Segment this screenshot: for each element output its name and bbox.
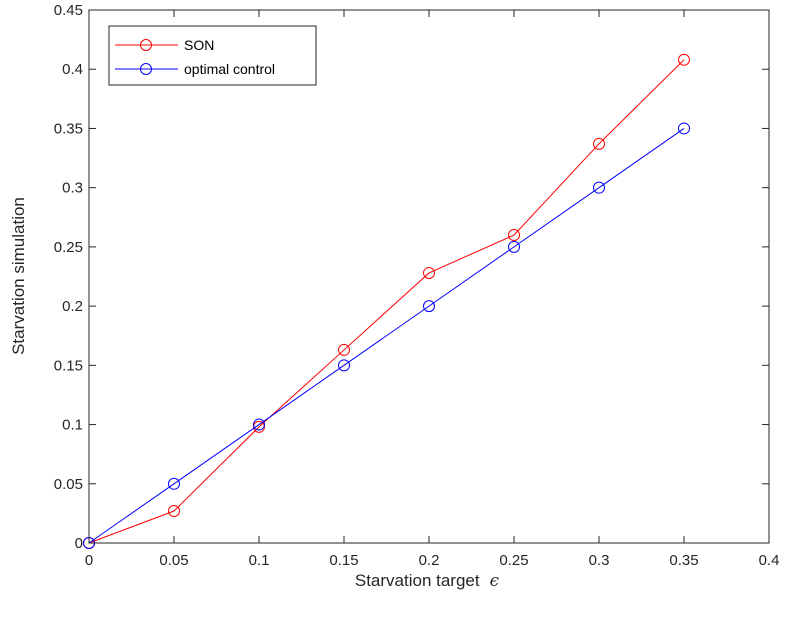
y-axis-title: Starvation simulation xyxy=(9,197,28,355)
x-axis-title-text: Starvation target xyxy=(355,571,480,590)
x-tick-label: 0 xyxy=(85,552,93,569)
data-point-son xyxy=(678,53,690,66)
legend-label-optimal-control: optimal control xyxy=(184,61,275,77)
legend-box xyxy=(108,25,317,86)
y-tick-label: 0.45 xyxy=(54,2,83,19)
x-tick-label: 0.25 xyxy=(499,552,528,569)
y-tick-label: 0.2 xyxy=(62,298,83,315)
legend-marker-son xyxy=(140,39,152,51)
y-tick-label: 0.1 xyxy=(62,417,83,434)
x-tick-label: 0.4 xyxy=(759,552,780,569)
y-tick-label: 0.25 xyxy=(54,239,83,256)
plot-frame xyxy=(88,9,770,544)
x-tick-label: 0.15 xyxy=(329,552,358,569)
series-optimal-control xyxy=(83,122,690,549)
x-tick-label: 0.1 xyxy=(249,552,270,569)
data-point-son xyxy=(168,505,180,518)
data-point-optimal-control xyxy=(168,477,180,490)
series-line-optimal-control xyxy=(88,128,685,544)
x-tick-label: 0.05 xyxy=(159,552,188,569)
plot-area xyxy=(89,10,769,543)
x-axis-title: Starvation target ϵ xyxy=(355,571,500,591)
legend-label-son: SON xyxy=(184,37,214,53)
y-tick-label: 0.4 xyxy=(62,61,83,78)
x-tick-label: 0.2 xyxy=(419,552,440,569)
data-point-son xyxy=(593,137,605,150)
y-tick-label: 0.35 xyxy=(54,120,83,137)
data-point-son xyxy=(423,266,435,279)
y-tick-label: 0.05 xyxy=(54,476,83,493)
y-tick-label: 0.3 xyxy=(62,180,83,197)
legend-marker-optimal-control xyxy=(140,63,152,75)
x-tick-label: 0.3 xyxy=(589,552,610,569)
x-axis-ticks: 0 0.05 0.1 0.15 0.2 0.25 0.3 0.35 0.4 xyxy=(85,10,780,569)
data-point-optimal-control xyxy=(423,300,435,313)
y-axis-ticks: 0 0.05 0.1 0.15 0.2 0.25 0.3 0.35 0.4 0.45 xyxy=(54,2,769,552)
data-point-optimal-control xyxy=(678,122,690,135)
x-tick-label: 0.35 xyxy=(669,552,698,569)
y-tick-label: 0.15 xyxy=(54,357,83,374)
y-tick-label: 0 xyxy=(75,535,83,552)
data-point-optimal-control xyxy=(338,359,350,372)
data-point-optimal-control xyxy=(508,240,520,253)
epsilon-symbol: ϵ xyxy=(490,571,500,591)
data-point-son xyxy=(338,343,350,356)
legend: SON optimal control xyxy=(108,25,317,86)
data-point-optimal-control xyxy=(593,181,605,194)
series-layer xyxy=(83,53,690,549)
data-point-optimal-control xyxy=(253,418,265,431)
data-point-son xyxy=(508,229,520,242)
series-line-son xyxy=(88,59,685,544)
